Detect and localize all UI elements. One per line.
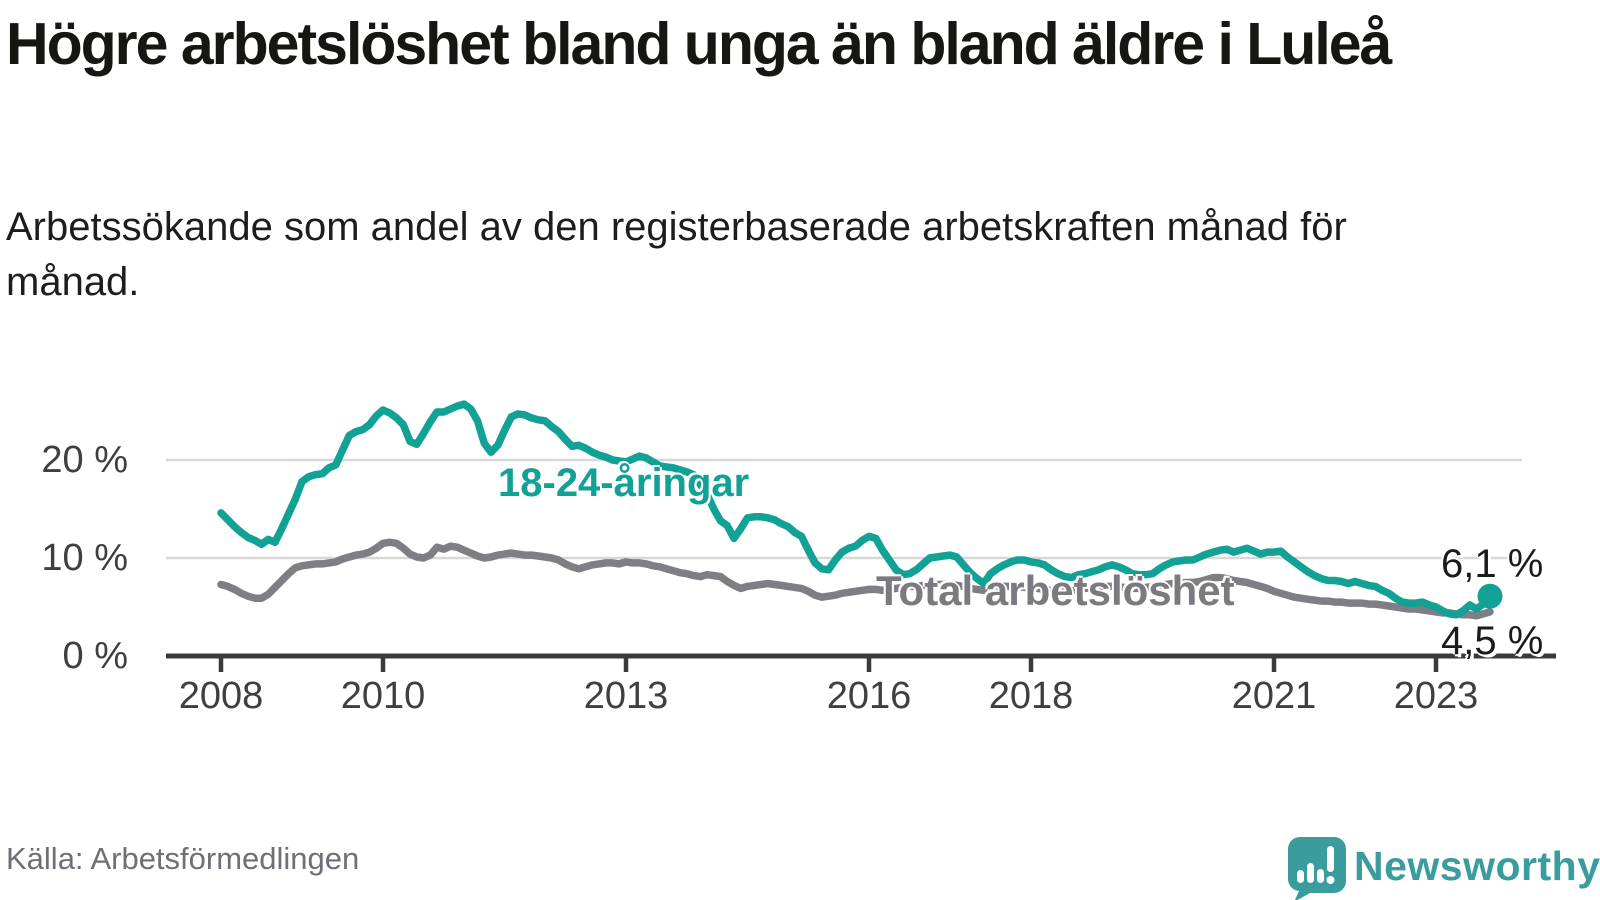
page-subtitle: Arbetssökande som andel av den registerb… [6, 205, 1347, 304]
x-tick-label: 2008 [178, 675, 264, 717]
x-tick-label: 2016 [826, 675, 912, 717]
y-tick-label: 10 % [41, 537, 128, 579]
page-title: Högre arbetslöshet bland unga än bland ä… [6, 11, 1392, 77]
series-label-youth: 18-24-åringar [498, 461, 750, 505]
newsworthy-logo-text: Newsworthy [1354, 843, 1600, 889]
line-total [217, 538, 1494, 620]
newsworthy-logo-icon [1287, 837, 1346, 900]
x-tick-label: 2018 [988, 675, 1074, 717]
y-tick-label: 0 % [62, 635, 128, 677]
end-value-label-youth: 6,1 % [1441, 542, 1544, 586]
x-tick-label: 2010 [340, 675, 426, 717]
x-tick-label: 2013 [583, 675, 669, 717]
latest-point-dot [1477, 583, 1503, 609]
x-tick-label: 2023 [1393, 675, 1479, 717]
x-tick-label: 2021 [1231, 675, 1317, 717]
source-attribution: Källa: Arbetsförmedlingen [6, 841, 360, 876]
series-label-total: Total arbetslöshet [876, 567, 1235, 614]
y-tick-label: 20 % [41, 439, 128, 481]
end-value-label-total: 4,5 % [1441, 619, 1544, 663]
line-youth [217, 400, 1494, 619]
